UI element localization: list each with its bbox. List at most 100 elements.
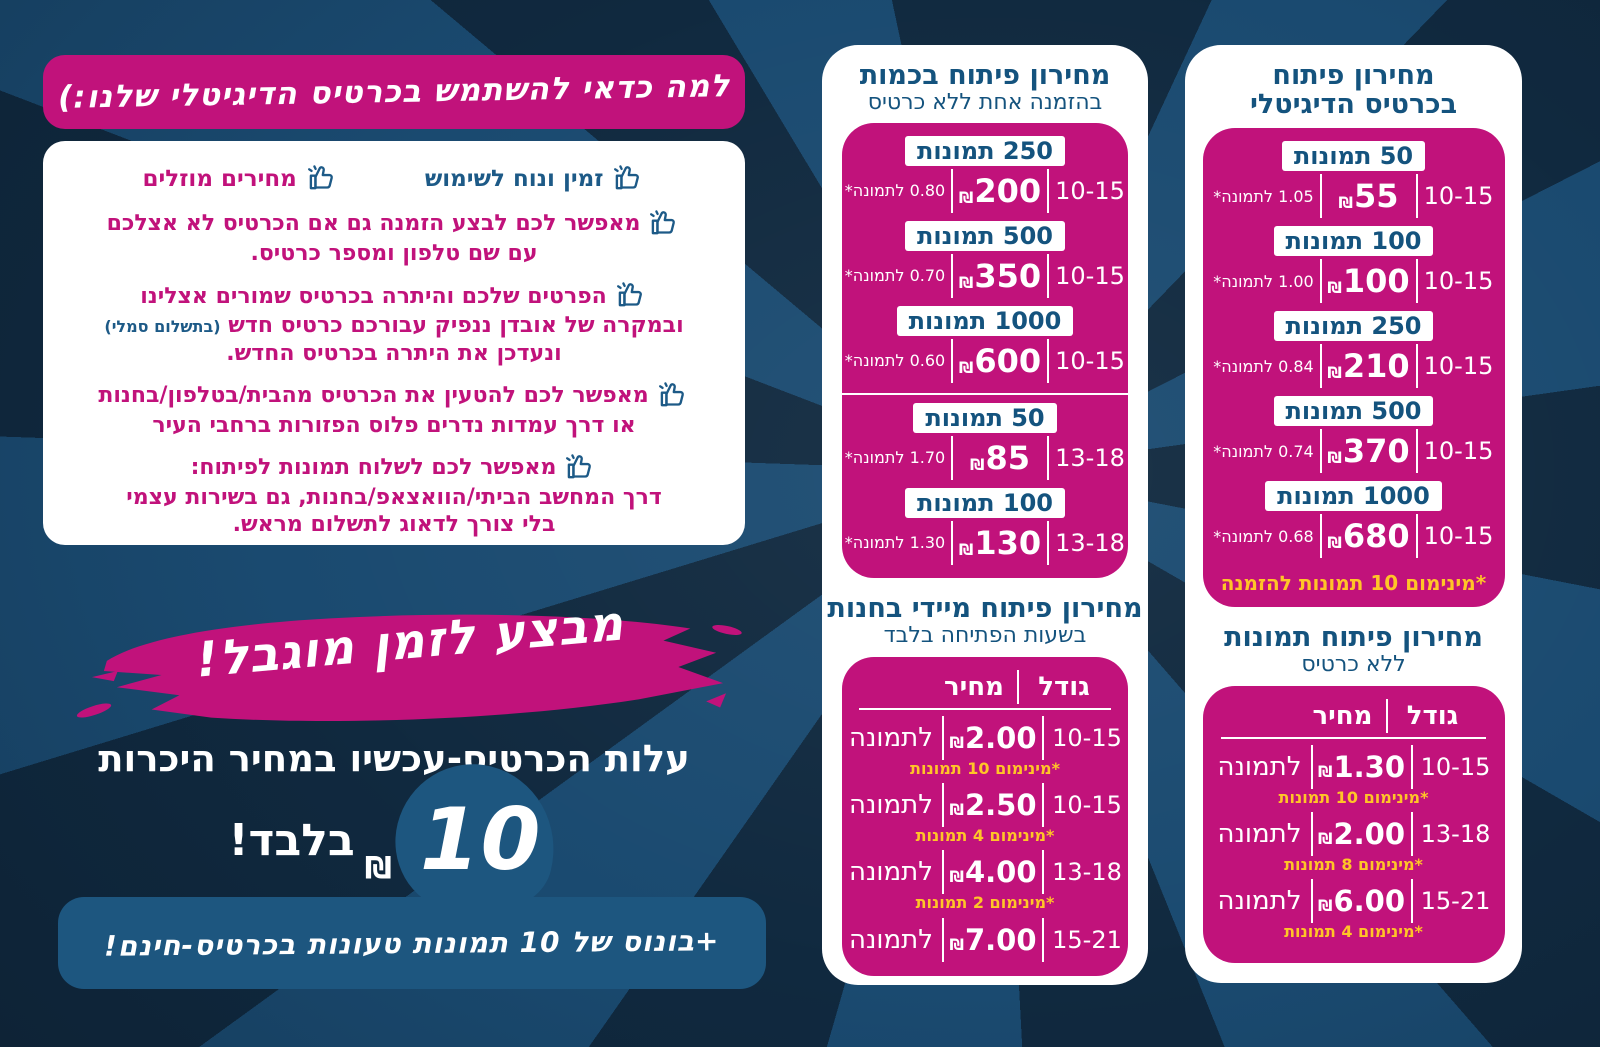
- shekel-sign: ₪: [958, 272, 974, 292]
- price-row: 10-15 ₪ 200 0.80 לתמונה*: [842, 168, 1128, 214]
- shekel-sign: ₪: [1338, 192, 1353, 212]
- shekel-sign: ₪: [1327, 362, 1342, 382]
- price-column-header: מחיר: [944, 671, 1004, 702]
- qty-header: 100 תמונות: [905, 488, 1065, 519]
- shekel-sign: ₪: [949, 732, 964, 752]
- divider: [951, 254, 953, 299]
- price-row: 10-15 ₪ 55 1.05 לתמונה*: [1203, 173, 1505, 219]
- thumbs-up-icon: [563, 452, 597, 484]
- size-cell: 10-15: [1052, 790, 1122, 819]
- divider: [1415, 514, 1418, 559]
- price-cell: ₪ 6.00: [1316, 884, 1408, 918]
- shekel-sign: ₪: [1327, 447, 1342, 467]
- price-cell: ₪ 85: [956, 439, 1044, 478]
- per-photo-cell: לתמונה: [848, 789, 933, 820]
- shekel-sign: ₪: [364, 851, 392, 886]
- price-cell: ₪ 600: [956, 342, 1044, 381]
- bullet-text: ונעדכן את היתרה בכרטיס החדש.: [226, 340, 562, 366]
- header-underline: [859, 707, 1111, 710]
- divider: [1415, 429, 1418, 474]
- instant-subtitle: בשעות הפתיחה בלבד: [883, 623, 1087, 649]
- size-cell: 13-18: [1052, 858, 1122, 887]
- divider: [951, 436, 953, 481]
- divider: [1319, 514, 1322, 559]
- qty-header: 100 תמונות: [1273, 226, 1434, 257]
- price-number: 2.00: [964, 720, 1037, 755]
- price-row: 13-18 ₪ 4.00 לתמונה: [842, 850, 1128, 895]
- divider: [1319, 174, 1322, 219]
- price-cell: ₪ 4.00: [947, 855, 1039, 889]
- per-photo-cell: 1.70 לתמונה*: [844, 448, 946, 468]
- price-number: 130: [974, 523, 1042, 562]
- digital-title-line2: בכרטיס הדיגיטלי: [1249, 89, 1458, 121]
- benefit-bullet-reload-card: מאפשר לכם להטעין את הכרטיס מהבית/בטלפון/…: [69, 380, 719, 439]
- shekel-sign: ₪: [949, 799, 964, 819]
- thumbs-up-icon: [611, 163, 645, 195]
- divider: [1047, 254, 1049, 299]
- price-number: 350: [974, 256, 1042, 295]
- price-row: 10-15 ₪ 680 0.68 לתמונה*: [1203, 513, 1505, 559]
- shekel-sign: ₪: [958, 357, 974, 377]
- divider: [1042, 850, 1044, 895]
- size-cell: 10-15: [1423, 182, 1494, 211]
- divider: [1047, 521, 1049, 566]
- size-cell: 15-21: [1052, 925, 1122, 954]
- divider: [1310, 879, 1313, 924]
- price-cell: ₪ 130: [956, 524, 1044, 563]
- price-row: 10-15 ₪ 600 0.60 לתמונה*: [842, 338, 1128, 384]
- price-row: 10-15 ₪ 1.30 לתמונה: [1203, 744, 1505, 789]
- price-row: 13-18 ₪ 2.00 לתמונה: [1203, 811, 1505, 856]
- no-card-title: מחירון פיתוח תמונות: [1224, 622, 1483, 654]
- price-number: 210: [1342, 346, 1410, 385]
- price-row: 10-15 ₪ 2.50 לתמונה: [842, 782, 1128, 827]
- divider: [951, 521, 953, 566]
- price-number: 4.00: [964, 855, 1037, 890]
- bulk-price-table: 250 תמונות 10-15 ₪ 200 0.80 לתמונה* 500 ת…: [842, 123, 1128, 579]
- price-number: 1.30: [1333, 749, 1406, 784]
- bonus-text: +בונוס של 10 תמונות טעונות בכרטיס-חינם!: [104, 923, 720, 963]
- bonus-banner: +בונוס של 10 תמונות טעונות בכרטיס-חינם!: [58, 897, 766, 989]
- per-photo-cell: 0.60 לתמונה*: [844, 351, 946, 371]
- brush-stroke: [91, 614, 727, 722]
- price-column-header: מחיר: [1312, 700, 1373, 731]
- instant-title: מחירון פיתוח מיידי בחנות: [827, 593, 1143, 625]
- bullet-text: הפרטים שלכם והיתרה בכרטיס שמורים אצלינו: [140, 283, 607, 309]
- order-minimum-note: *מינימום 10 תמונות להזמנה: [1220, 571, 1487, 596]
- why-use-card-title: למה כדאי להשתמש בכרטיס הדיגיטלי שלנו:): [57, 68, 731, 116]
- qty-header: 500 תמונות: [1273, 396, 1434, 427]
- bullet-text: מאפשר לכם לשלוח תמונות לפיתוח:: [190, 455, 557, 481]
- price-number: 55: [1353, 176, 1399, 215]
- size-cell: 10-15: [1055, 262, 1125, 291]
- shekel-sign: ₪: [949, 934, 964, 954]
- divider: [951, 339, 953, 384]
- price-cell: ₪ 680: [1325, 517, 1413, 556]
- divider: [1385, 698, 1388, 733]
- qty-header: 50 תמונות: [1281, 141, 1426, 172]
- price-number: 370: [1342, 431, 1410, 470]
- benefits-panel: זמין ונוח לשימוש מחירים מוזלים מאפשר לכם…: [43, 141, 745, 545]
- section-divider: [842, 393, 1128, 396]
- per-photo-cell: לתמונה: [848, 857, 933, 888]
- divider: [942, 715, 944, 760]
- intro-price-number: 10: [419, 790, 542, 890]
- price-row: 10-15 ₪ 350 0.70 לתמונה*: [842, 253, 1128, 299]
- minimum-note: *מינימום 10 תמונות: [910, 758, 1060, 778]
- shekel-sign: ₪: [1327, 277, 1342, 297]
- benefit-label: מחירים מוזלים: [142, 165, 297, 192]
- minimum-note: *מינימום 8 תמונות: [1284, 854, 1423, 874]
- shekel-sign: ₪: [949, 867, 964, 887]
- intro-price: 10: [380, 747, 572, 933]
- bullet-text: עם שם טלפון ומספר כרטיס.: [250, 241, 538, 266]
- shekel-sign: ₪: [1317, 828, 1333, 848]
- thumbs-up-icon: [305, 163, 339, 195]
- divider: [1310, 744, 1313, 789]
- divider: [1415, 344, 1418, 389]
- divider: [1042, 782, 1044, 827]
- limited-offer-brush: מבצע לזמן מוגבל!: [82, 590, 738, 752]
- bullet-text: דרך המחשב הביתי/הוואצאפ/בחנות, גם בשירות…: [126, 485, 662, 511]
- intro-price-line: 10 ₪ בלבד!: [28, 747, 760, 933]
- minimum-note: *מינימום 4 תמונות: [915, 825, 1055, 845]
- per-photo-cell: לתמונה: [1217, 751, 1302, 782]
- divider: [1410, 879, 1413, 924]
